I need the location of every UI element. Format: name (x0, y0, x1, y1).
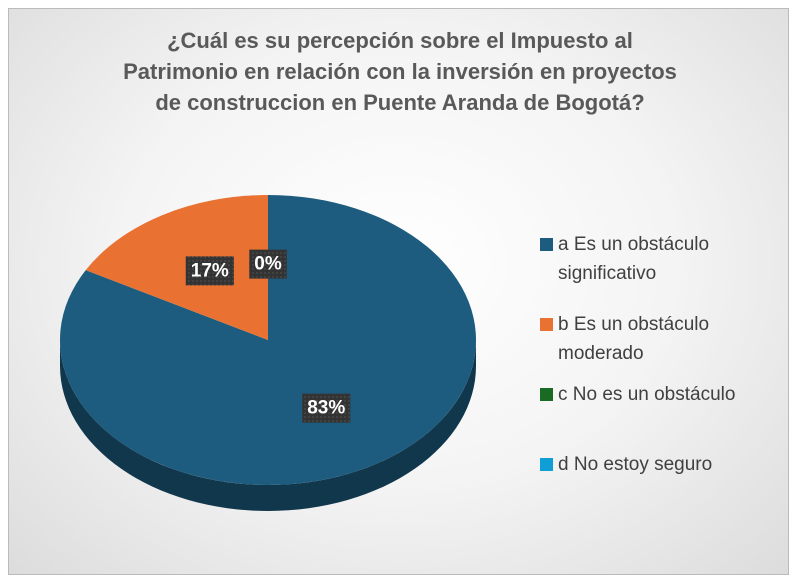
legend-swatch (540, 388, 553, 401)
data-label: 83% (307, 398, 345, 419)
legend-swatch (540, 458, 553, 471)
data-label: 17% (191, 260, 229, 281)
pie-slice (85, 195, 268, 340)
legend-item: d No estoy seguro (540, 450, 790, 479)
data-labels: 83% 17% 0% (185, 249, 351, 423)
data-label-box (185, 256, 234, 286)
legend-item: b Es un obstáculo moderado (540, 310, 790, 368)
legend-label: d No estoy seguro (558, 454, 713, 475)
data-label-box (249, 249, 287, 279)
pie (60, 195, 477, 511)
data-label: 0% (254, 254, 282, 275)
pie-side (60, 340, 476, 511)
chart-title: ¿Cuál es su percepción sobre el Impuesto… (123, 28, 677, 115)
legend-item: a Es un obstáculo significativo (540, 230, 790, 288)
legend-item: c No es un obstáculo (540, 380, 790, 409)
legend-label: a Es un obstáculo significativo (558, 234, 710, 284)
legend-label: b Es un obstáculo moderado (558, 314, 710, 364)
data-label-box (302, 393, 351, 423)
legend-label: c No es un obstáculo (558, 384, 736, 405)
legend-swatch (540, 318, 553, 331)
legend-swatch (540, 238, 553, 251)
